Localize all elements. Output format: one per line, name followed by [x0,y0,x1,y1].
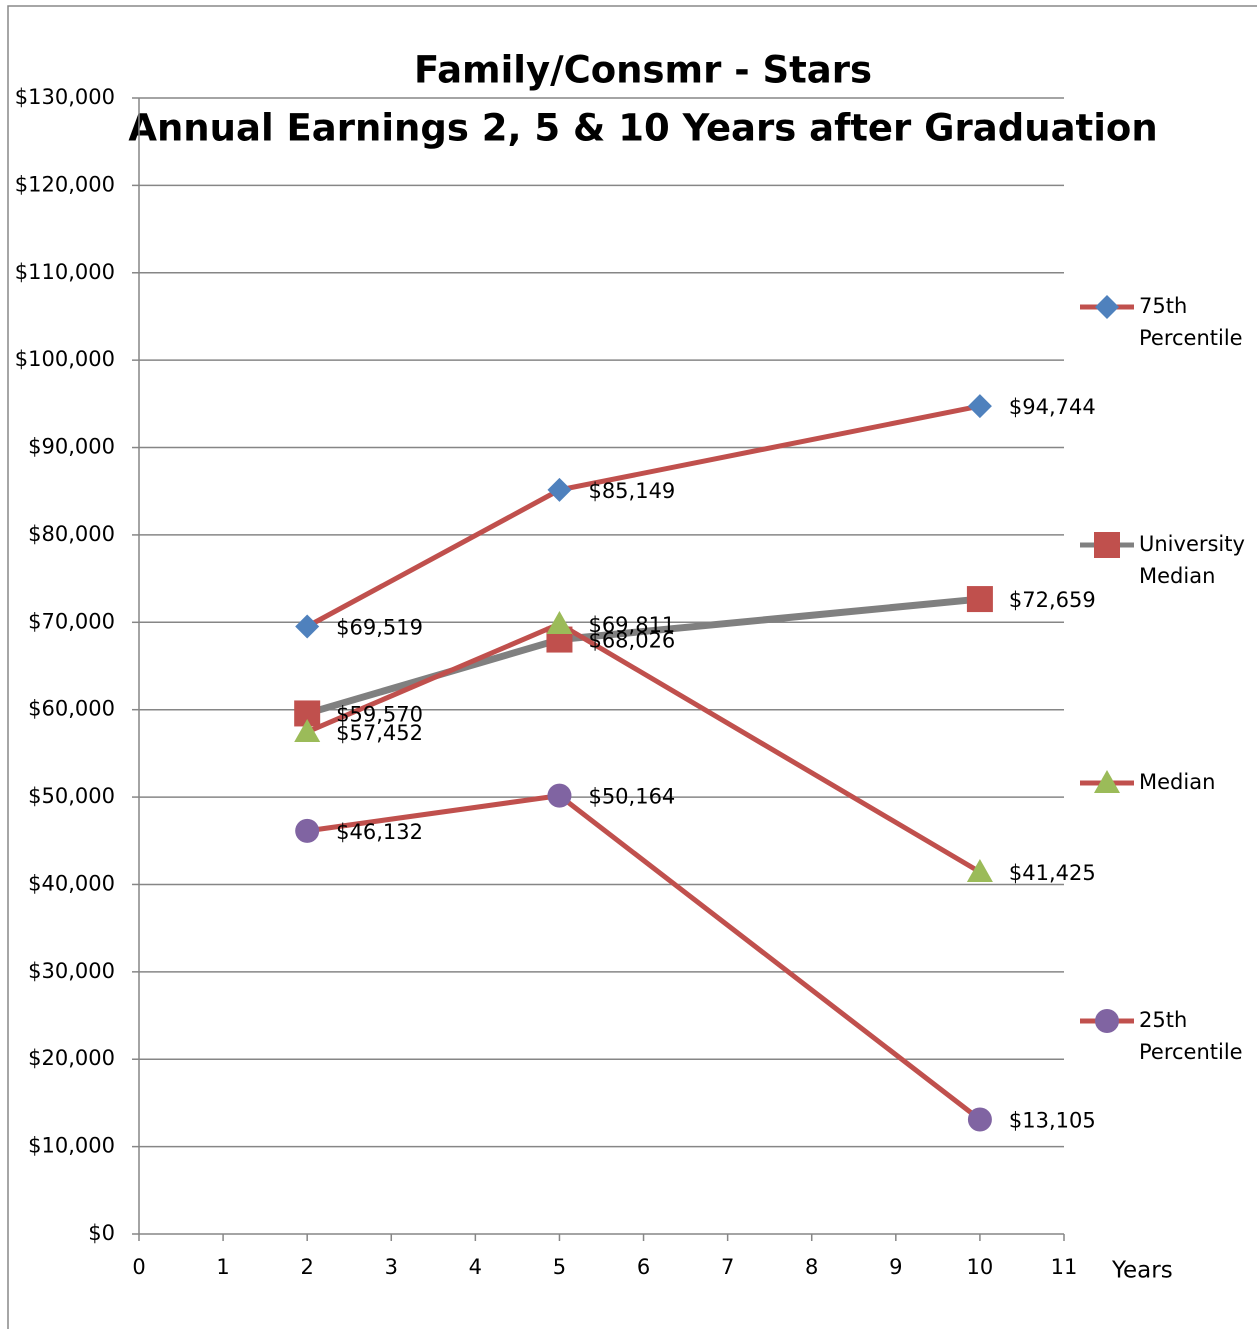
legend-label: Median [1139,770,1216,794]
legend-marker [1095,1009,1119,1033]
y-tick-label: $30,000 [28,959,115,983]
y-tick-label: $60,000 [28,697,115,721]
x-tick-label: 6 [637,1255,650,1279]
data-point [967,1107,992,1132]
data-label: $69,811 [588,613,675,637]
chart-title: Family/Consmr - Stars [414,49,872,92]
y-tick-label: $70,000 [28,609,115,633]
chart-border [7,5,1257,1329]
data-point [966,586,993,613]
y-tick-label: $90,000 [28,435,115,459]
data-label: $46,132 [336,820,423,844]
chart-subtitle: Annual Earnings 2, 5 & 10 Years after Gr… [128,107,1157,150]
data-point [547,477,572,502]
x-tick-label: 0 [132,1255,145,1279]
legend-label: 75th Percentile [1139,294,1243,350]
y-tick-label: $40,000 [28,871,115,895]
y-tick-label: $80,000 [28,522,115,546]
data-label: $50,164 [588,785,675,809]
data-label: $94,744 [1009,395,1096,419]
y-tick-label: $20,000 [28,1046,115,1070]
data-point [967,394,992,419]
legend-label: 25th Percentile [1139,1008,1243,1064]
series-line [306,793,982,1122]
x-tick-label: 3 [385,1255,398,1279]
x-tick-label: 10 [967,1255,994,1279]
data-point [546,610,573,634]
y-tick-label: $120,000 [15,172,115,196]
x-tick-label: 4 [469,1255,482,1279]
data-label: $41,425 [1009,861,1096,885]
data-point [547,783,572,808]
x-tick-label: 11 [1051,1255,1078,1279]
data-label: $69,519 [336,616,423,640]
legend-marker [1094,770,1120,793]
x-tick-label: 8 [805,1255,818,1279]
y-tick-label: $0 [88,1221,115,1245]
data-label: $57,452 [336,721,423,745]
x-tick-label: 7 [721,1255,734,1279]
y-tick-label: $110,000 [15,260,115,284]
series-line [305,403,981,629]
data-label: $85,149 [588,479,675,503]
data-label: $72,659 [1009,588,1096,612]
data-point [294,718,321,742]
data-label: $68,026 [588,629,675,653]
data-point [295,614,320,639]
y-tick-label: $100,000 [15,347,115,371]
x-tick-label: 5 [553,1255,566,1279]
y-tick-label: $130,000 [15,85,115,109]
x-tick-label: 9 [889,1255,902,1279]
legend-marker [1094,532,1120,558]
y-tick-label: $10,000 [28,1134,115,1158]
data-point [966,859,993,883]
y-tick-label: $50,000 [28,784,115,808]
data-point [295,818,320,843]
x-tick-label: 2 [300,1255,313,1279]
x-axis-label: Years [1111,1258,1173,1284]
legend-label: University Median [1139,532,1245,588]
x-tick-label: 1 [216,1255,229,1279]
data-label: $13,105 [1009,1108,1096,1132]
legend-marker [1095,295,1119,319]
data-label: $59,570 [336,702,423,726]
